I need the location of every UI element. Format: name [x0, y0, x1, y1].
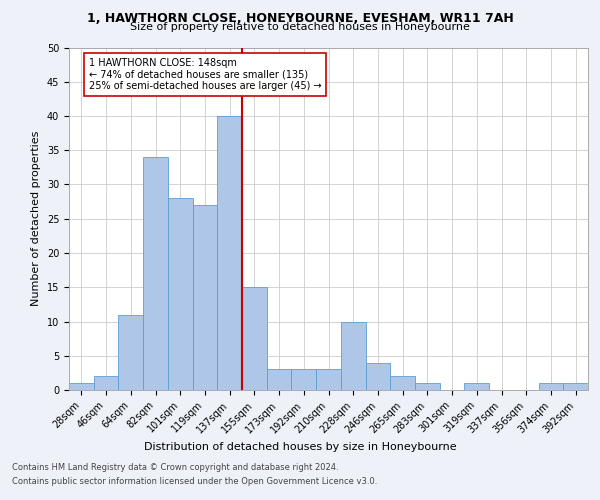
Bar — [563, 383, 588, 390]
Bar — [316, 370, 341, 390]
Bar — [341, 322, 365, 390]
Bar — [415, 383, 440, 390]
Bar — [217, 116, 242, 390]
Bar — [69, 383, 94, 390]
Bar — [539, 383, 563, 390]
Bar — [193, 205, 217, 390]
Bar — [267, 370, 292, 390]
Bar — [94, 376, 118, 390]
Text: Distribution of detached houses by size in Honeybourne: Distribution of detached houses by size … — [143, 442, 457, 452]
Bar — [365, 362, 390, 390]
Bar — [143, 157, 168, 390]
Text: 1 HAWTHORN CLOSE: 148sqm
← 74% of detached houses are smaller (135)
25% of semi-: 1 HAWTHORN CLOSE: 148sqm ← 74% of detach… — [89, 58, 322, 91]
Bar — [464, 383, 489, 390]
Bar — [168, 198, 193, 390]
Bar — [390, 376, 415, 390]
Text: 1, HAWTHORN CLOSE, HONEYBOURNE, EVESHAM, WR11 7AH: 1, HAWTHORN CLOSE, HONEYBOURNE, EVESHAM,… — [86, 12, 514, 26]
Text: Contains public sector information licensed under the Open Government Licence v3: Contains public sector information licen… — [12, 477, 377, 486]
Y-axis label: Number of detached properties: Number of detached properties — [31, 131, 41, 306]
Text: Contains HM Land Registry data © Crown copyright and database right 2024.: Contains HM Land Registry data © Crown c… — [12, 464, 338, 472]
Bar — [292, 370, 316, 390]
Text: Size of property relative to detached houses in Honeybourne: Size of property relative to detached ho… — [130, 22, 470, 32]
Bar — [242, 287, 267, 390]
Bar — [118, 314, 143, 390]
